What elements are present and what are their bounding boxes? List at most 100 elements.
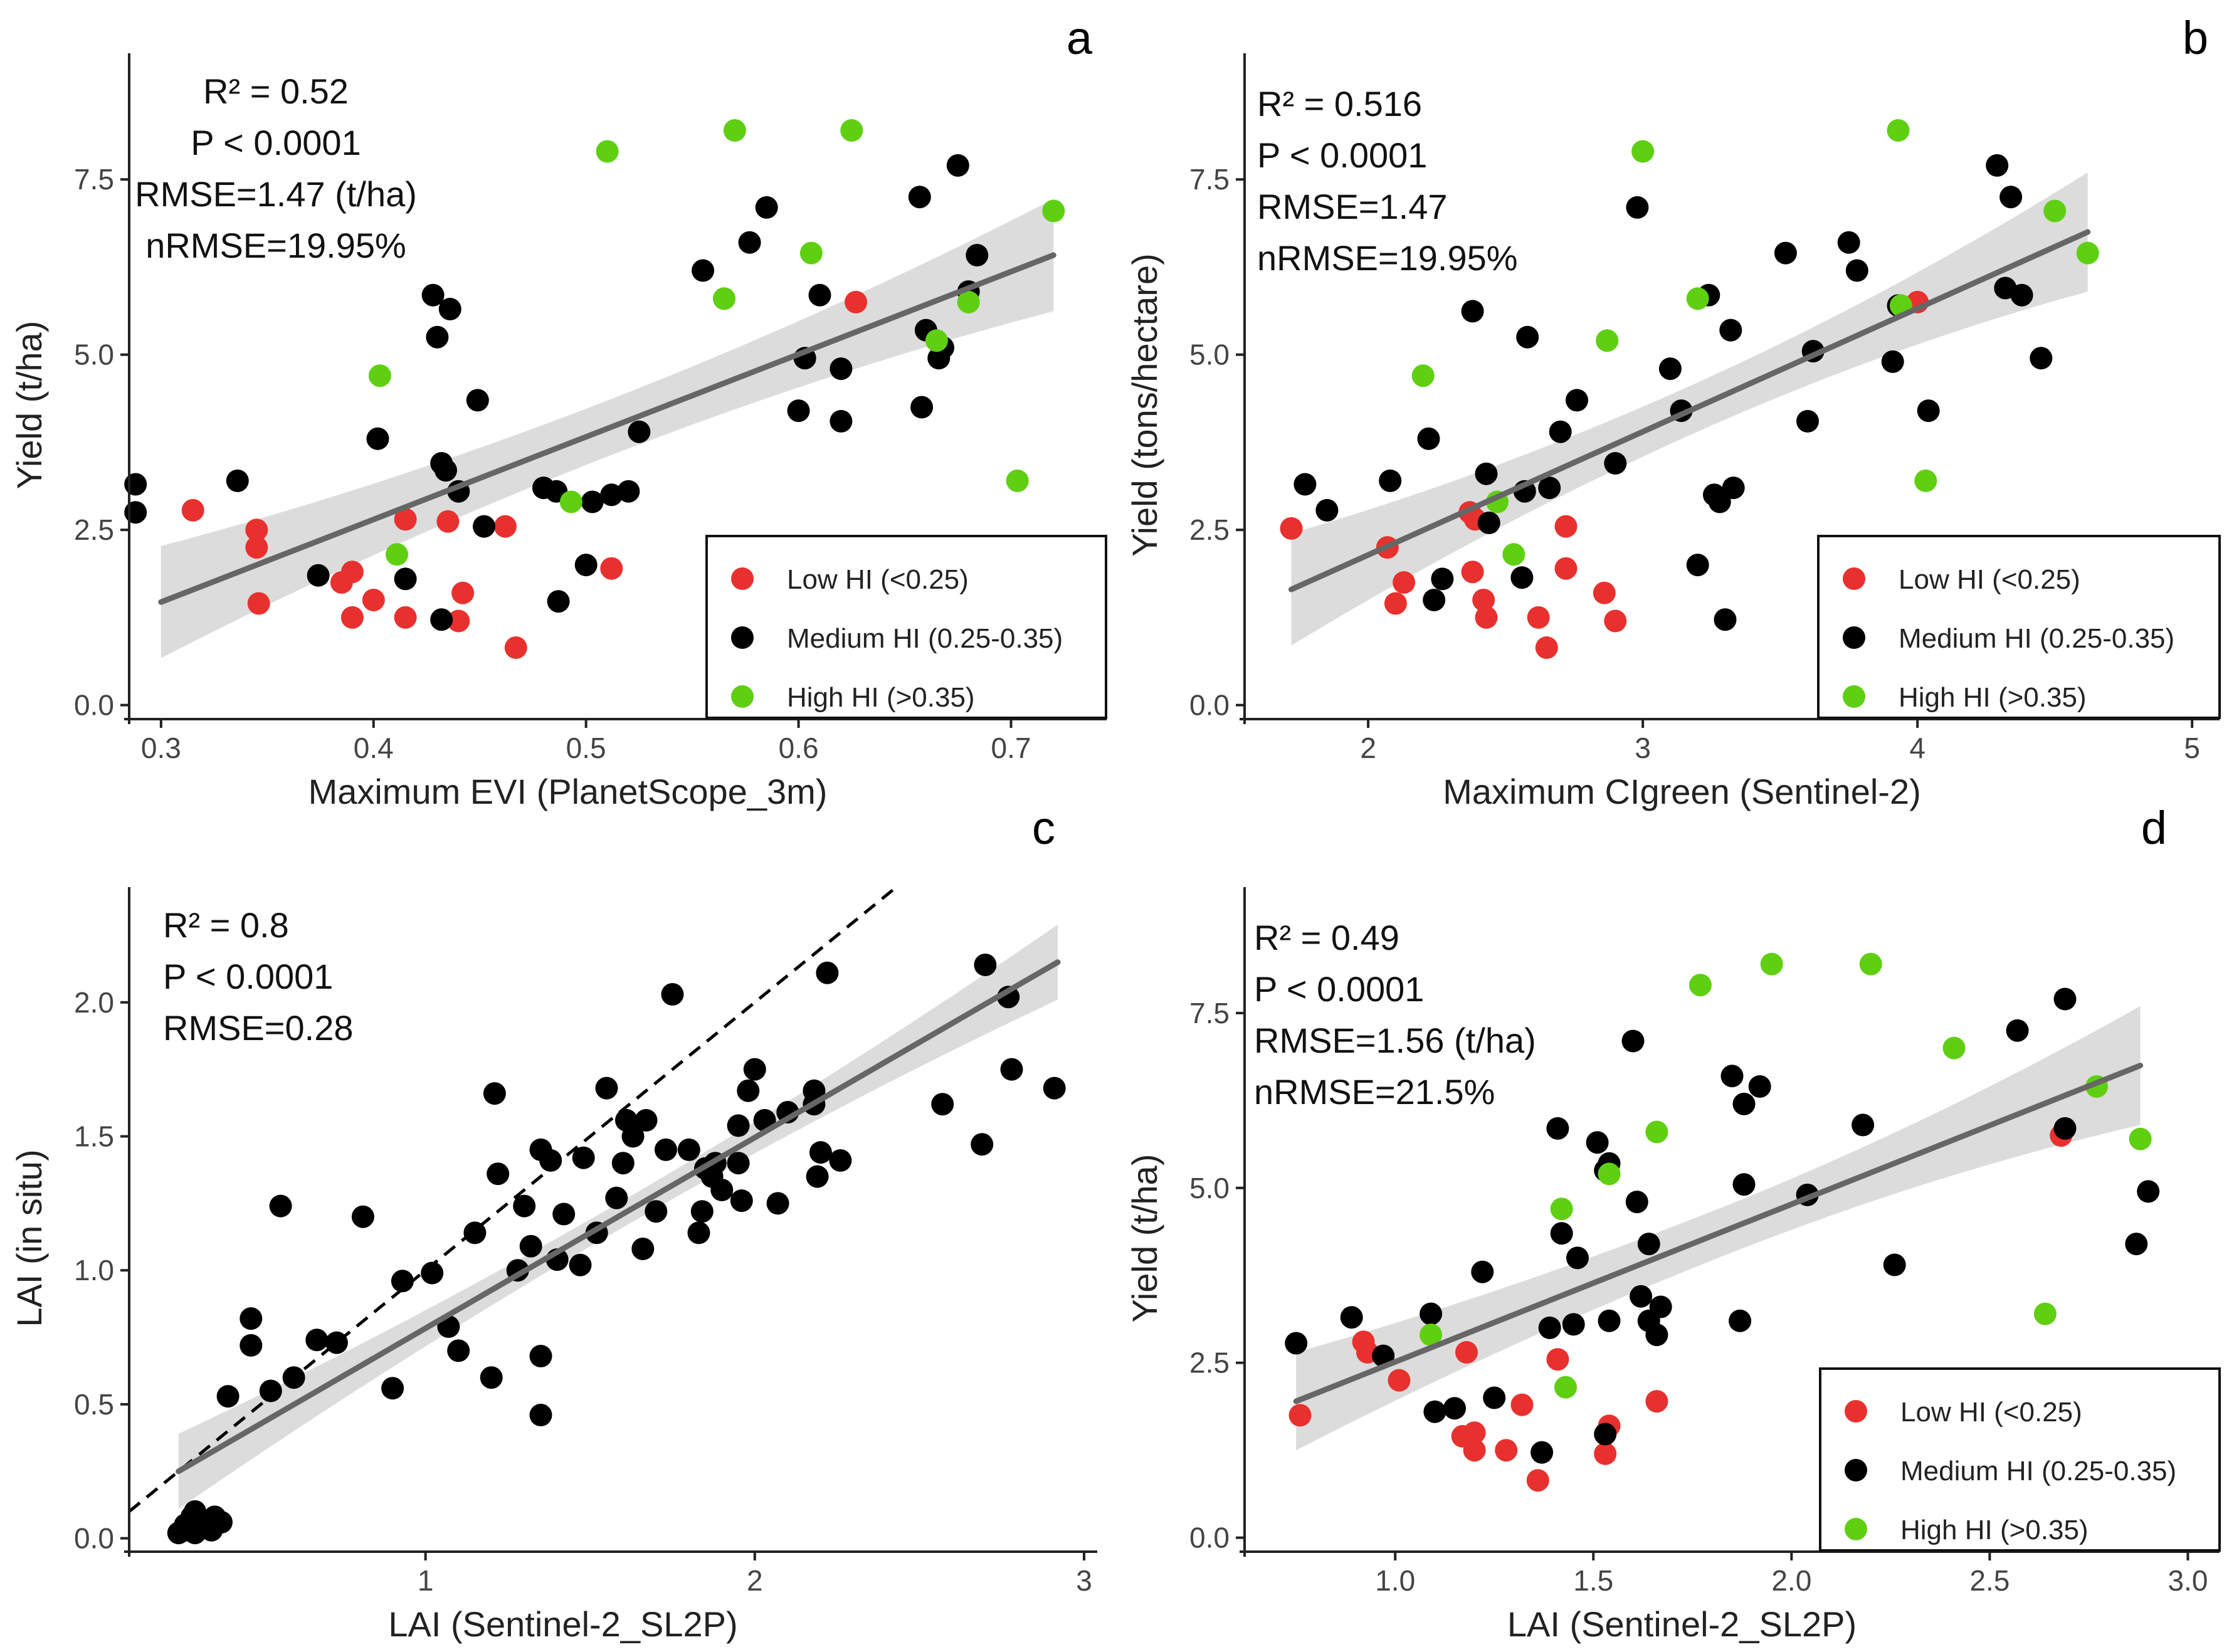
legend-marker-low [731,567,754,590]
point-low [245,518,268,542]
y-axis-label: Yield (t/ha) [1125,1154,1164,1323]
point-medium [1043,1076,1066,1100]
y-tick-label: 0.0 [74,1522,114,1555]
y-tick-label: 7.5 [1189,163,1230,196]
point-medium [1550,1222,1573,1245]
point-medium [1645,1323,1668,1347]
point-medium [661,983,684,1006]
panel-b: b 2 3 4 5 0.0 2.5 5.0 7.5 Maximum CIgreen (Senti… [1125,12,2221,811]
point-high [723,119,746,142]
point-low [1288,1404,1312,1427]
point-low [362,589,385,611]
x-tick-label: 2 [1360,732,1376,764]
y-tick-label: 0.5 [74,1388,114,1421]
stat-line: RMSE=1.47 [1257,187,1448,226]
x-tick-label: 5 [2184,732,2200,764]
point-high [1631,140,1655,163]
point-medium [611,1152,635,1175]
point-medium [473,515,495,538]
y-tick-label: 2.0 [74,986,114,1019]
point-medium [1285,1332,1308,1355]
point-low [1472,589,1495,611]
point-low [181,498,204,522]
point-low [1554,557,1578,580]
point-medium [1625,1191,1648,1214]
point-medium [480,1366,503,1389]
point-medium [737,1079,760,1102]
point-low [1475,606,1498,629]
point-medium [1686,554,1709,577]
point-medium [1729,1309,1752,1332]
point-medium [1510,566,1534,589]
point-low [1388,1369,1411,1392]
point-medium [730,1189,753,1213]
point-high [1645,1120,1668,1144]
y-tick-label: 5.0 [1189,1172,1230,1204]
legend-marker-medium [1843,626,1865,649]
point-medium [325,1331,348,1354]
legend-marker-high [1843,685,1865,708]
y-tick-label: 2.5 [74,513,114,546]
y-axis-label: Yield (tons/hectare) [1125,253,1164,557]
point-low [845,290,868,313]
point-medium [572,1146,595,1169]
x-tick-label: 3.0 [2168,1564,2208,1597]
point-high [1006,469,1029,492]
point-medium [1443,1397,1466,1420]
legend-label: Medium HI (0.25-0.35) [1899,623,2174,654]
point-medium [600,483,623,507]
point-medium [466,389,489,412]
y-tick-label: 0.0 [74,689,114,722]
stat-line: nRMSE=19.95% [1257,238,1518,278]
point-medium [971,1133,994,1156]
point-medium [1732,1092,1756,1115]
point-low [1554,515,1578,538]
point-medium [435,459,457,482]
point-medium [1293,473,1317,496]
point-medium [216,1385,240,1408]
x-tick-label: 2 [747,1564,763,1597]
point-high [840,119,863,142]
x-axis-label: Maximum EVI (PlanetScope_3m) [308,772,828,811]
stat-line: R² = 0.52 [203,71,349,111]
point-medium [645,1200,668,1223]
x-tick-label: 0.6 [779,732,819,764]
point-medium [351,1205,374,1228]
point-low [1593,581,1616,604]
point-medium [1483,1386,1506,1409]
legend-label: Low HI (<0.25) [787,564,969,595]
point-medium [687,1221,710,1244]
point-medium [269,1194,292,1218]
point-medium [421,283,445,307]
legend-marker-medium [731,626,754,649]
legend-marker-low [1843,567,1865,590]
legend-marker-medium [1845,1459,1867,1481]
point-medium [483,1082,506,1105]
stat-line: RMSE=1.56 (t/ha) [1254,1021,1536,1060]
point-medium [1538,476,1561,500]
point-medium [692,259,715,282]
x-tick-label: 1 [418,1564,434,1597]
point-medium [830,409,853,433]
point-medium [1630,1285,1653,1308]
confidence-band [1296,1006,2141,1451]
point-high [1887,119,1910,142]
regression-line [1293,1063,2144,1404]
point-medium [421,1261,444,1285]
point-medium [2010,283,2033,307]
point-medium [305,1328,329,1352]
legend-label: Medium HI (0.25-0.35) [1900,1456,2176,1486]
point-high [1914,469,1937,492]
point-medium [539,1149,562,1172]
point-medium [1423,1400,1446,1423]
legend-marker-low [1845,1400,1867,1423]
panel-letter-a: a [1067,12,1093,64]
point-medium [1720,1065,1744,1088]
point-medium [259,1379,282,1402]
point-medium [569,1253,592,1276]
point-high [1942,1036,1966,1060]
point-medium [1626,196,1649,219]
point-medium [487,1162,510,1186]
point-high [1411,364,1435,387]
point-medium [1719,318,1742,342]
